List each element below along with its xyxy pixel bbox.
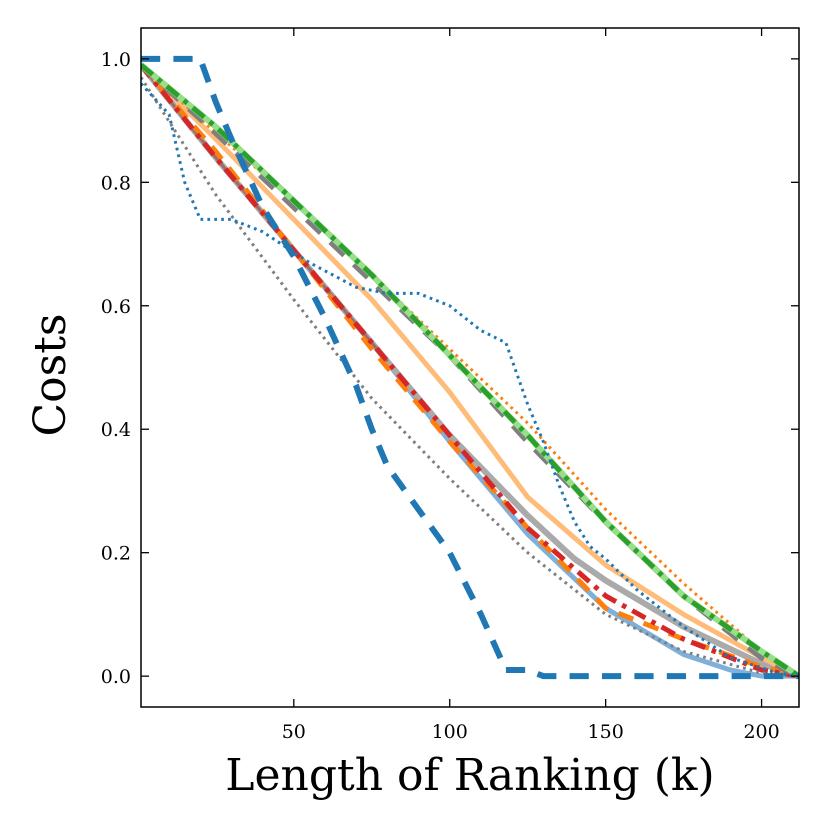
series-layer [141, 55, 799, 680]
x-tick-label: 150 [588, 721, 624, 743]
x-tick-label: 50 [282, 721, 306, 743]
x-tick-label: 100 [432, 721, 468, 743]
y-axis-title: Costs [25, 314, 76, 437]
series-line-13 [141, 55, 799, 680]
y-tick-label: 0.2 [101, 543, 131, 565]
series-line-11 [141, 63, 799, 679]
y-tick-label: 0.4 [101, 419, 131, 441]
y-tick-label: 0.0 [101, 666, 131, 688]
ticks-layer: 50 100 150 200 0.0 0.2 0.4 0.6 0.8 1.0 [101, 28, 799, 743]
y-tick-label: 0.6 [101, 296, 131, 318]
x-tick-label: 200 [743, 721, 779, 743]
y-tick-label: 0.8 [101, 172, 131, 194]
x-axis-title: Length of Ranking (k) [225, 750, 714, 801]
series-line-4 [141, 63, 799, 679]
series-line-9 [141, 76, 799, 678]
y-tick-label: 1.0 [101, 49, 131, 71]
series-line-7 [141, 63, 799, 679]
plot-frame [140, 27, 800, 708]
